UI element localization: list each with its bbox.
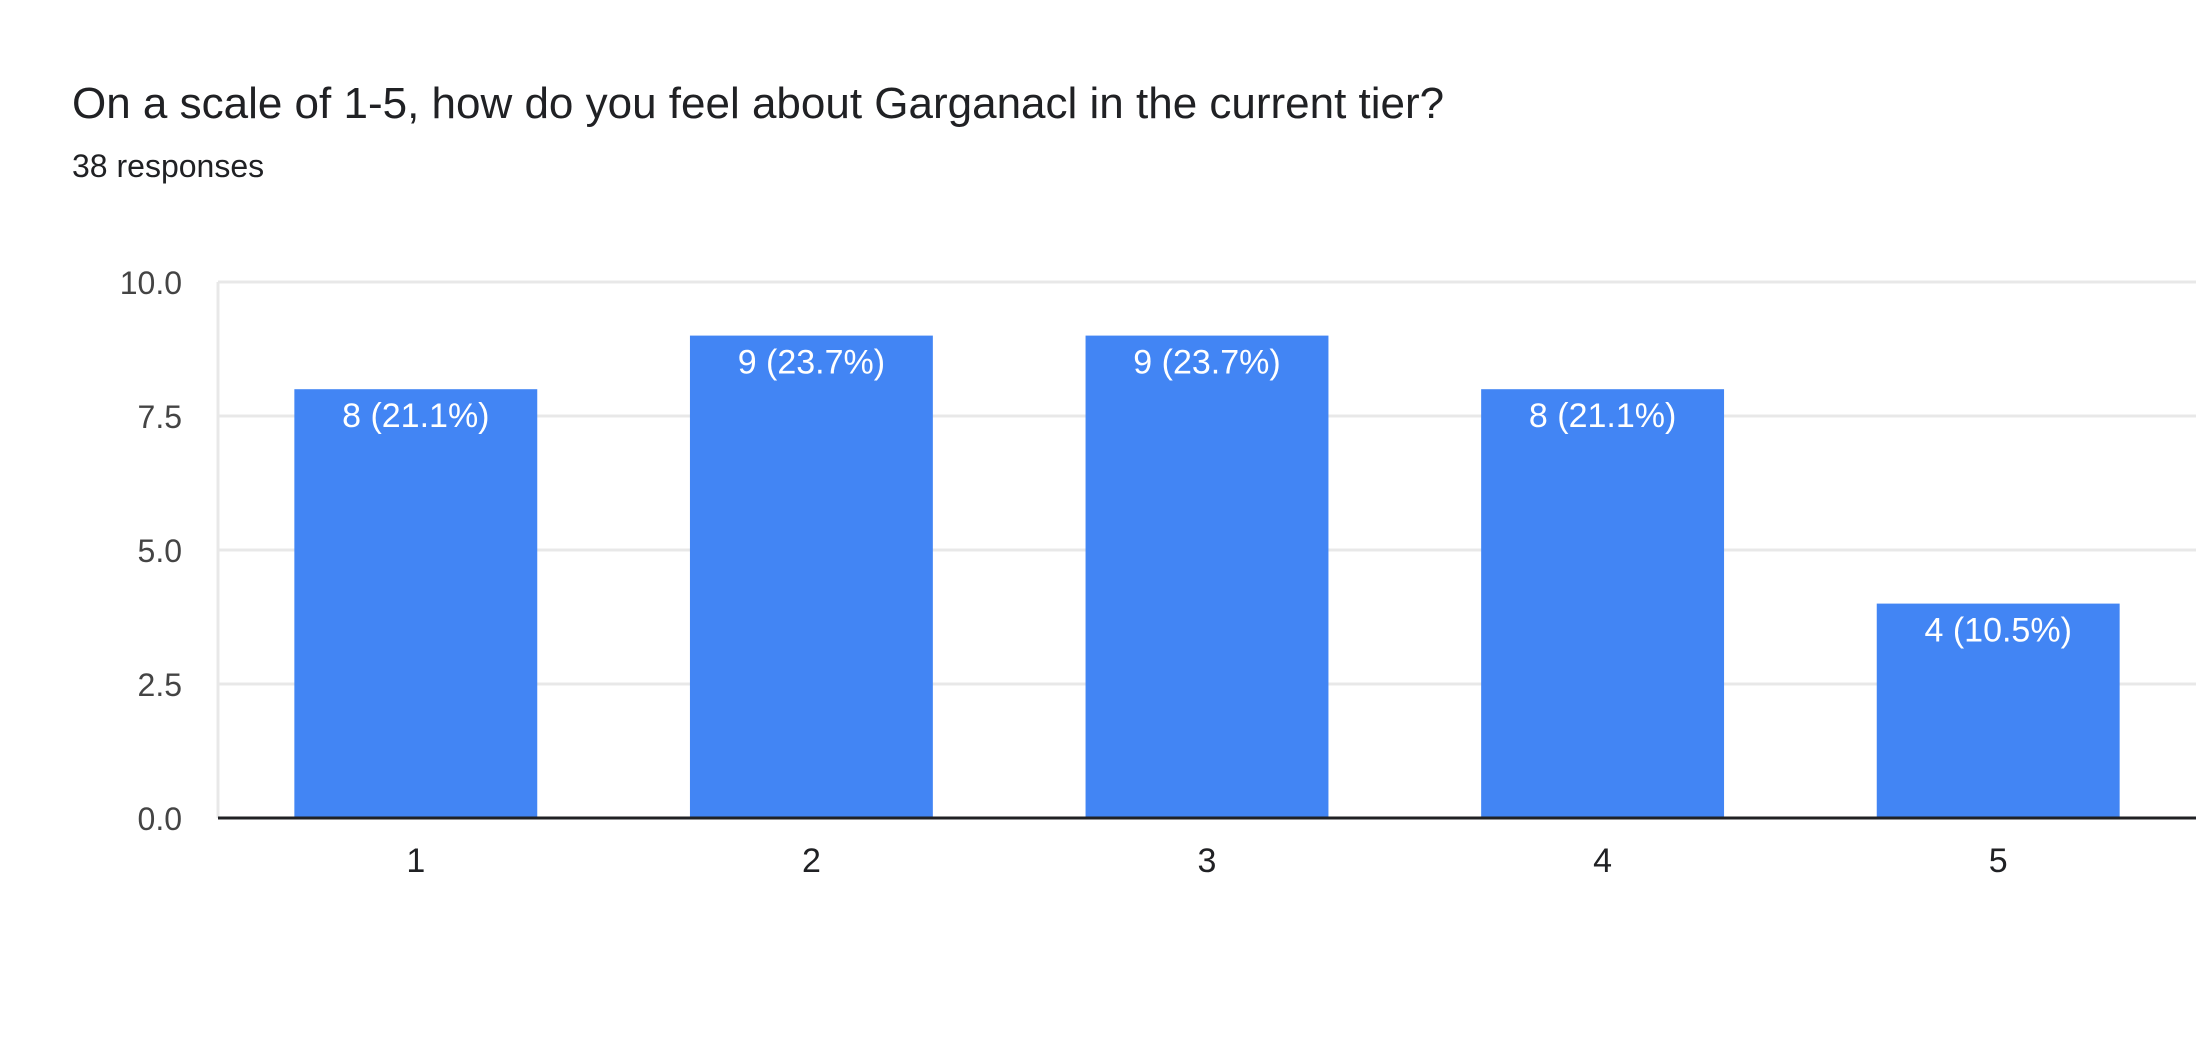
bar-data-label: 8 (21.1%) xyxy=(1529,397,1676,435)
axes xyxy=(216,282,2196,820)
bar-data-label: 8 (21.1%) xyxy=(342,397,489,435)
labels: 0.0 2.5 5.0 7.5 10.0 8 (21.1%) 1 9 (23.7%) 2 9 (2… xyxy=(120,265,2072,880)
bar-1 xyxy=(294,389,538,818)
x-tick-label: 4 xyxy=(1593,842,1612,880)
y-tick-label: 10.0 xyxy=(120,265,182,301)
bar-data-label: 9 (23.7%) xyxy=(1133,344,1280,382)
bar-data-label: 4 (10.5%) xyxy=(1924,612,2071,650)
response-count: 38 responses xyxy=(72,148,265,184)
chart-title: On a scale of 1-5, how do you feel about… xyxy=(72,79,1445,128)
bar-data-label: 9 (23.7%) xyxy=(738,344,885,382)
bar-4 xyxy=(1481,389,1725,818)
x-tick-label: 1 xyxy=(406,842,425,880)
y-tick-label: 0.0 xyxy=(138,801,182,837)
bar-2 xyxy=(689,335,933,818)
y-tick-label: 7.5 xyxy=(138,399,182,435)
x-tick-label: 3 xyxy=(1198,842,1217,880)
y-tick-label: 5.0 xyxy=(138,533,182,569)
y-tick-label: 2.5 xyxy=(138,667,182,703)
bar-5 xyxy=(1876,603,2120,818)
x-tick-label: 5 xyxy=(1989,842,2008,880)
bar-3 xyxy=(1085,335,1329,818)
bars xyxy=(294,335,2120,818)
x-tick-label: 2 xyxy=(802,842,821,880)
